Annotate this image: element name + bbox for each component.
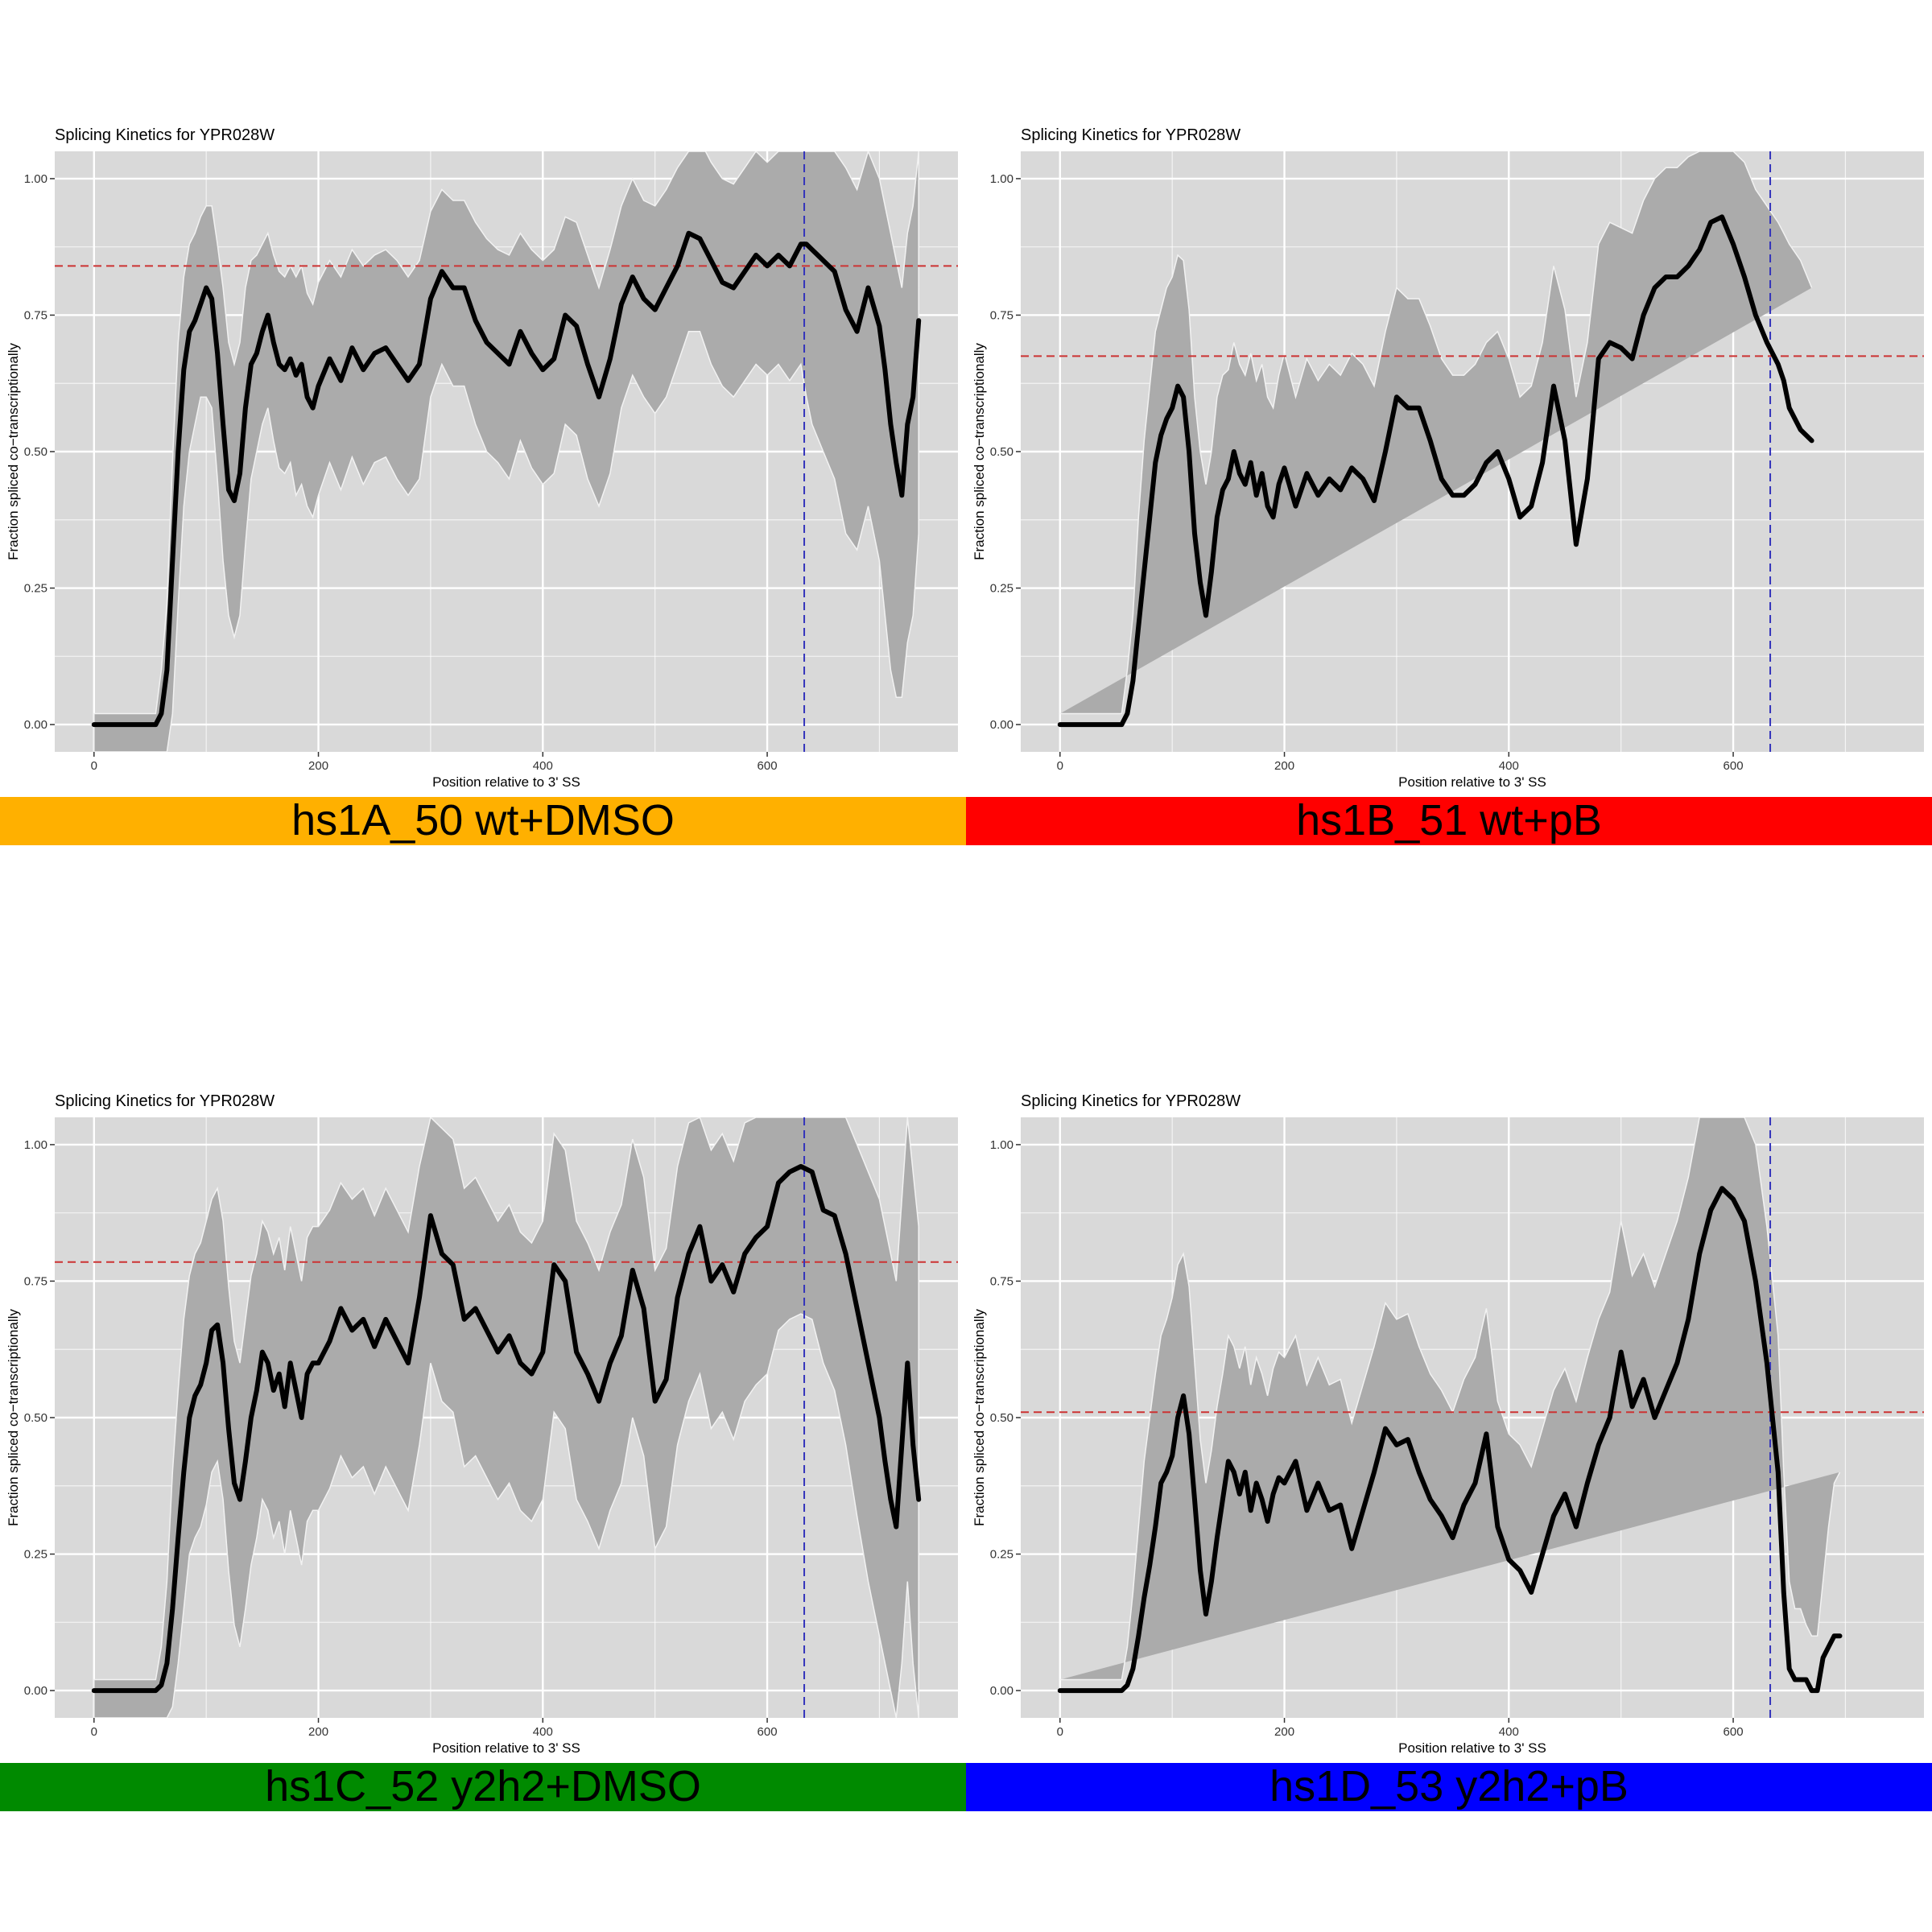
y-tick-label: 0.00: [990, 718, 1013, 732]
y-tick-label: 1.00: [990, 1138, 1013, 1152]
x-tick-label: 200: [308, 1725, 328, 1739]
y-tick-label: 0.75: [990, 308, 1013, 322]
chart-title: Splicing Kinetics for YPR028W: [1021, 1092, 1241, 1110]
x-axis-label: Position relative to 3' SS: [1398, 774, 1546, 790]
x-tick-label: 400: [533, 1725, 553, 1739]
series-line: [1057, 1186, 1843, 1694]
y-tick-label: 0.50: [24, 445, 47, 459]
x-axis-label: Position relative to 3' SS: [432, 774, 580, 790]
panel-2: Splicing Kinetics for YPR028W 0.00 0.25 0.5…: [0, 1092, 966, 1811]
x-tick-label: 0: [1057, 759, 1063, 773]
series-line: [1057, 214, 1814, 728]
panel-0: Splicing Kinetics for YPR028W 0.00 0.25 0.5…: [0, 126, 966, 845]
chart-title: Splicing Kinetics for YPR028W: [1021, 126, 1241, 144]
x-tick-label: 200: [1274, 759, 1294, 773]
y-tick-label: 0.50: [24, 1411, 47, 1425]
condition-label-bar: [0, 797, 966, 845]
x-tick-label: 400: [1499, 759, 1519, 773]
x-tick-label: 600: [1724, 1725, 1744, 1739]
y-axis-label: Fraction spliced co−transcriptionally: [6, 1309, 21, 1526]
y-tick-label: 1.00: [24, 1138, 47, 1152]
y-axis-label: Fraction spliced co−transcriptionally: [972, 1309, 987, 1526]
x-tick-label: 0: [91, 759, 97, 773]
series-line: [91, 1164, 922, 1694]
chart-title: Splicing Kinetics for YPR028W: [55, 126, 275, 144]
y-tick-label: 0.25: [990, 1548, 1013, 1562]
x-tick-label: 0: [91, 1725, 97, 1739]
y-tick-label: 1.00: [24, 172, 47, 186]
y-tick-label: 0.25: [24, 1548, 47, 1562]
confidence-ribbon: [1059, 151, 1813, 715]
y-axis-label: Fraction spliced co−transcriptionally: [6, 343, 21, 560]
y-tick-label: 0.75: [24, 1274, 47, 1288]
chart-title: Splicing Kinetics for YPR028W: [55, 1092, 275, 1110]
confidence-ribbon: [93, 1117, 919, 1718]
y-tick-label: 0.25: [990, 582, 1013, 596]
condition-label: hs1D_53 y2h2+pB: [1269, 1762, 1629, 1810]
panel-3: Splicing Kinetics for YPR028W 0.00 0.25 0.5…: [966, 1092, 1932, 1811]
y-tick-label: 0.00: [990, 1684, 1013, 1698]
y-tick-label: 0.00: [24, 1684, 47, 1698]
y-tick-label: 1.00: [990, 172, 1013, 186]
panel-1: Splicing Kinetics for YPR028W 0.00 0.25 0.5…: [966, 126, 1932, 845]
x-tick-label: 0: [1057, 1725, 1063, 1739]
condition-label-bar: [966, 1763, 1932, 1811]
x-tick-label: 400: [1499, 1725, 1519, 1739]
x-tick-label: 600: [758, 1725, 778, 1739]
condition-label: hs1B_51 wt+pB: [1296, 796, 1602, 844]
confidence-ribbon: [1059, 1117, 1841, 1681]
condition-label: hs1A_50 wt+DMSO: [291, 796, 675, 844]
y-tick-label: 0.75: [24, 308, 47, 322]
condition-label-bar: [0, 1763, 966, 1811]
y-tick-label: 0.50: [990, 445, 1013, 459]
x-tick-label: 600: [758, 759, 778, 773]
x-axis-label: Position relative to 3' SS: [432, 1740, 580, 1756]
x-axis-label: Position relative to 3' SS: [1398, 1740, 1546, 1756]
confidence-ribbon: [93, 151, 919, 752]
series-line: [91, 230, 922, 728]
x-tick-label: 200: [1274, 1725, 1294, 1739]
condition-label: hs1C_52 y2h2+DMSO: [265, 1762, 701, 1810]
y-tick-label: 0.25: [24, 582, 47, 596]
y-tick-label: 0.75: [990, 1274, 1013, 1288]
x-tick-label: 600: [1724, 759, 1744, 773]
y-tick-label: 0.00: [24, 718, 47, 732]
x-tick-label: 400: [533, 759, 553, 773]
y-tick-label: 0.50: [990, 1411, 1013, 1425]
x-tick-label: 200: [308, 759, 328, 773]
y-axis-label: Fraction spliced co−transcriptionally: [972, 343, 987, 560]
condition-label-bar: [966, 797, 1932, 845]
